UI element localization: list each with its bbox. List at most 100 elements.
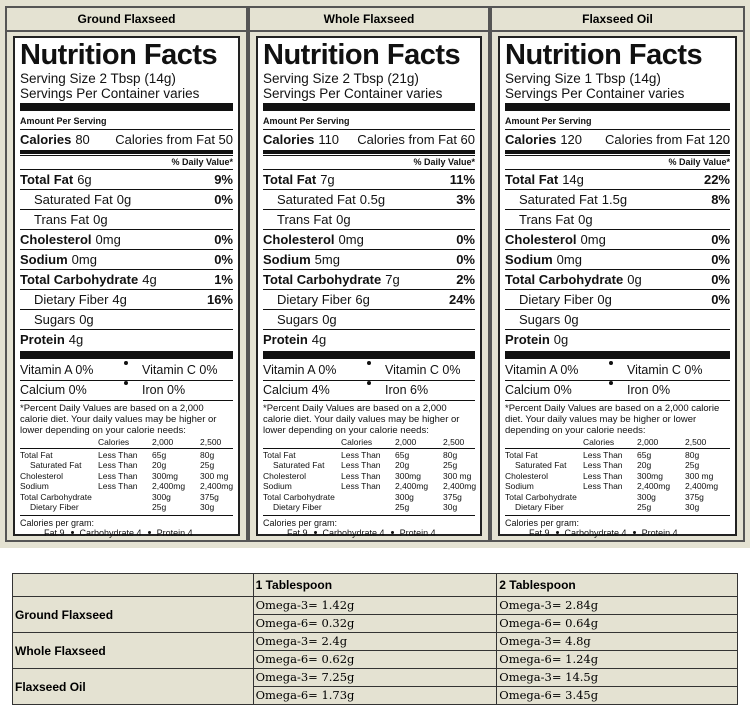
bullet	[313, 531, 317, 535]
nutrient-amount: 5mg	[314, 252, 340, 267]
daily-value: 0%	[711, 252, 730, 267]
dv-table-head: 2,500	[443, 437, 465, 447]
dv-table-cell: 300mg	[152, 470, 178, 481]
nutrient-row: Total Carbohydrate 7g 2%	[263, 269, 475, 289]
nutrient-amount: 0g	[627, 272, 642, 287]
nutrient-row: Trans Fat 0g	[505, 209, 730, 229]
dv-table-cell: 2,400mg	[443, 481, 477, 491]
nutrient: Dietary Fiber 6g	[263, 290, 370, 309]
nutrient-row: Cholesterol 0mg 0%	[263, 229, 475, 249]
dv-table-head: Calories	[583, 437, 615, 447]
dv-table-cell: Cholesterol	[263, 470, 306, 481]
daily-value: 0%	[456, 232, 475, 247]
vitamin-row: Vitamin A 0% Vitamin C 0%	[505, 361, 730, 380]
dv-table-cell: 2,400mg	[200, 481, 234, 491]
nutrient-name: Dietary Fiber	[277, 292, 352, 307]
serving-size: Serving Size 2 Tbsp (14g)	[20, 71, 176, 86]
panel-header: Flaxseed Oil	[492, 8, 743, 32]
nutrient-name: Saturated Fat	[34, 192, 113, 207]
nutrient: Sugars 0g	[20, 310, 94, 329]
dv-table-cell: 65g	[152, 449, 167, 460]
nutrient-name: Total Fat	[263, 172, 317, 187]
omega-value: Omega-6= 1.24g	[497, 650, 737, 668]
thick-rule	[505, 103, 730, 111]
vitamin: Vitamin A 0%	[263, 363, 337, 377]
dv-table-cell: 25g	[200, 460, 215, 470]
table-row: Flaxseed Oil Omega-3= 7.25g Omega-6= 1.73g…	[12, 668, 738, 705]
dv-table-cell	[98, 492, 152, 503]
vitamin: Vitamin C 0%	[627, 363, 703, 377]
per-gram-items: Fat 9 Carbohydrate 4 Protein 4	[263, 528, 475, 539]
dv-table-cell: 375g	[685, 491, 704, 502]
bullet	[390, 531, 394, 535]
per-gram-item: Fat 9	[287, 528, 308, 538]
dv-table-cell: Dietary Fiber	[273, 502, 322, 512]
panel-header: Whole Flaxseed	[250, 8, 488, 32]
dv-table-cell: Sodium	[505, 481, 534, 491]
nutrient-name: Dietary Fiber	[519, 292, 594, 307]
nutrient: Saturated Fat 0.5g	[263, 190, 385, 209]
dv-table-cell: Less Than	[341, 449, 381, 460]
dv-table-head: 2,000	[395, 437, 417, 447]
vitamin: Iron 0%	[627, 383, 671, 397]
omega-value: Omega-6= 0.62g	[253, 650, 497, 668]
nutrient-amount: 0mg	[580, 232, 606, 247]
dv-table-cell: Dietary Fiber	[515, 502, 564, 512]
vitamin: Vitamin C 0%	[142, 363, 218, 377]
nutrient-name: Saturated Fat	[519, 192, 598, 207]
per-gram-item: Fat 9	[529, 528, 550, 538]
nutrient-name: Cholesterol	[505, 232, 577, 247]
table-row: Ground Flaxseed Omega-3= 1.42g Omega-6= 0.…	[12, 596, 738, 633]
nutrient: Saturated Fat 0g	[20, 190, 131, 209]
thick-rule	[20, 103, 233, 111]
nutrient-row: Total Fat 14g 22%	[505, 169, 730, 189]
daily-value: 1%	[214, 272, 233, 287]
dv-table-head: 2,000	[152, 437, 174, 447]
thick-rule	[20, 351, 233, 359]
dv-table-cell: 2,400mg	[395, 481, 429, 491]
vitamin-row: Calcium 0% Iron 0%	[505, 380, 730, 400]
panel-header: Ground Flaxseed	[7, 8, 246, 32]
vitamin-row: Vitamin A 0% Vitamin C 0%	[263, 361, 475, 380]
dv-table-head: 2,000	[637, 437, 659, 447]
nutrient-name: Sodium	[20, 252, 68, 267]
dv-table-head: 2,500	[200, 437, 222, 447]
dv-table-cell: 30g	[443, 502, 458, 512]
calories-label: Calories	[505, 132, 557, 147]
nutrient-amount: 7g	[385, 272, 400, 287]
dv-table-cell: Dietary Fiber	[30, 502, 79, 512]
per-gram-item: Protein 4	[156, 528, 193, 538]
table-cell: Omega-3= 14.5g Omega-6= 3.45g	[496, 668, 738, 705]
dv-table: Total Fat Less Than 65g 80g Saturated Fat Les…	[263, 449, 476, 513]
nutrient: Protein 0g	[505, 330, 568, 349]
omega-value: Omega-3= 2.4g	[255, 634, 348, 648]
label-title: Nutrition Facts	[505, 39, 703, 71]
omega-value: Omega-6= 3.45g	[497, 686, 737, 704]
nutrient: Total Carbohydrate 0g	[505, 270, 642, 289]
omega-value: Omega-3= 1.42g	[255, 598, 355, 612]
label-panel: Ground Flaxseed Nutrition Facts Serving Si…	[5, 6, 248, 542]
vitamin: Iron 6%	[385, 383, 429, 397]
nutrient-row: Saturated Fat 0.5g 3%	[263, 189, 475, 209]
daily-value: 16%	[206, 292, 233, 307]
nutrient: Trans Fat 0g	[505, 210, 593, 229]
calories-label: Calories	[263, 132, 315, 147]
nutrient-amount: 4g	[142, 272, 157, 287]
dv-table-cell: Less Than	[98, 481, 138, 491]
dv-table-cell: 300 mg	[685, 470, 714, 481]
nutrient-row: Saturated Fat 0g 0%	[20, 189, 233, 209]
dv-table-cell: Sodium	[20, 481, 49, 491]
footnote: *Percent Daily Values are based on a 2,0…	[20, 400, 233, 436]
nutrient-row: Protein 4g	[263, 329, 475, 349]
daily-value: 22%	[703, 172, 730, 187]
daily-value: 0%	[214, 252, 233, 267]
nutrient-name: Total Carbohydrate	[505, 272, 624, 287]
dv-table-cell: Less Than	[98, 449, 138, 460]
servings: Servings Per Container varies	[20, 86, 200, 101]
nutrient-name: Trans Fat	[277, 212, 333, 227]
calories: Calories 80	[20, 130, 90, 149]
nutrient: Trans Fat 0g	[263, 210, 351, 229]
serving-size: Serving Size 1 Tbsp (14g)	[505, 71, 661, 86]
nutrient-name: Total Fat	[20, 172, 74, 187]
per-gram-items: Fat 9 Carbohydrate 4 Protein 4	[505, 528, 730, 539]
